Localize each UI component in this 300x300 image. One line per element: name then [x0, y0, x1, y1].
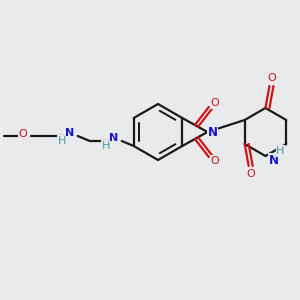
Text: O: O: [246, 169, 255, 179]
Text: N: N: [65, 128, 74, 138]
Text: H: H: [276, 146, 285, 156]
Text: O: O: [211, 156, 219, 166]
Text: N: N: [268, 154, 278, 166]
Text: N: N: [207, 125, 218, 139]
Text: N: N: [109, 133, 119, 143]
Text: H: H: [58, 136, 66, 146]
Text: H: H: [102, 141, 110, 151]
Text: O: O: [267, 73, 276, 83]
Text: O: O: [211, 98, 219, 108]
Text: O: O: [18, 129, 27, 139]
